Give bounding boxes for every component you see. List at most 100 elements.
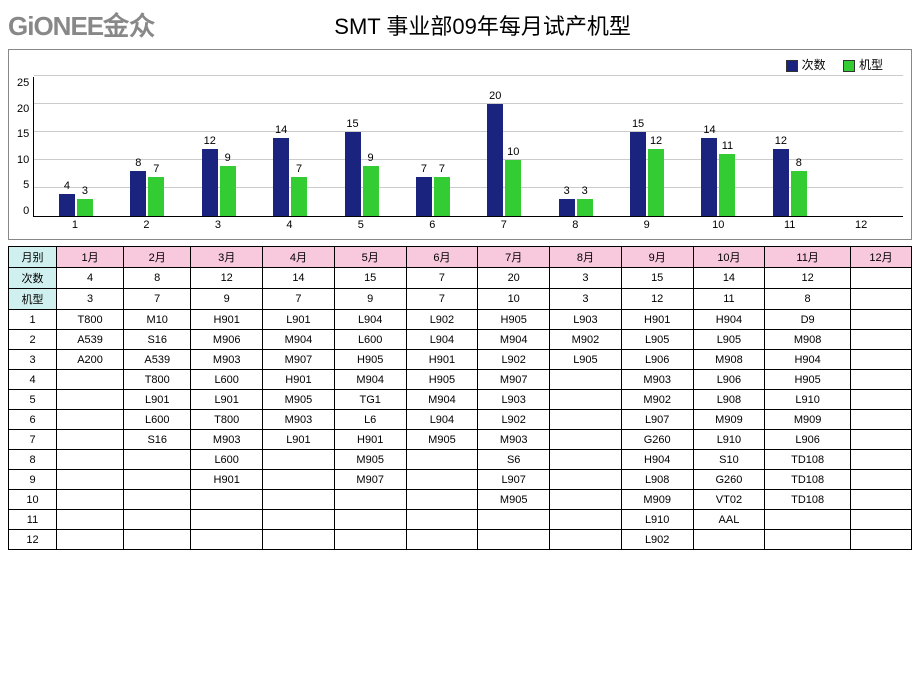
cell [124,490,191,510]
cell [334,490,406,510]
row-header: 7 [9,430,57,450]
cell [850,330,911,350]
bar-a: 4 [59,194,75,216]
cell: M907 [334,470,406,490]
cell [406,490,478,510]
cell: M904 [478,330,550,350]
page-root: GiONEE金众 SMT 事业部09年每月试产机型 次数 机型 25201510… [0,0,920,550]
cell: L901 [263,310,335,330]
cell: M909 [765,410,851,430]
cell [550,410,622,430]
cell: 5月 [334,247,406,268]
x-tick: 7 [487,219,521,237]
bar-a: 14 [273,138,289,216]
cell: M908 [693,350,765,370]
cell [124,530,191,550]
cell: L600 [191,450,263,470]
row-header: 月别 [9,247,57,268]
x-axis: 123456789101112 [33,219,903,237]
cell: H904 [693,310,765,330]
cell: M905 [334,450,406,470]
cell: 7 [406,289,478,310]
cell: M903 [191,430,263,450]
bar-group: 77 [416,177,450,216]
cell [263,530,335,550]
cell: L904 [334,310,406,330]
cell: 20 [478,268,550,289]
row-header: 3 [9,350,57,370]
x-tick: 1 [58,219,92,237]
bar-value: 15 [632,118,644,130]
cell [57,390,124,410]
cell: 14 [263,268,335,289]
cell: AAL [693,510,765,530]
plot-area: 43871291471597720103315121411128 [33,77,903,217]
bar-value: 14 [275,124,287,136]
bar-a: 20 [487,104,503,216]
cell [550,490,622,510]
row-header: 8 [9,450,57,470]
cell: H901 [263,370,335,390]
row-header: 11 [9,510,57,530]
cell: A539 [124,350,191,370]
cell: 3 [57,289,124,310]
legend: 次数 机型 [17,56,903,73]
cell [850,490,911,510]
cell: H905 [406,370,478,390]
cell: H901 [334,430,406,450]
cell: M908 [765,330,851,350]
cell: H901 [191,470,263,490]
cell: L907 [621,410,693,430]
cell: 15 [334,268,406,289]
cell: L902 [406,310,478,330]
x-tick: 6 [415,219,449,237]
cell: 8 [765,289,851,310]
bar-b: 3 [577,199,593,216]
cell: D9 [765,310,851,330]
bar-b: 7 [148,177,164,216]
cell: 7 [263,289,335,310]
cell: 3 [550,289,622,310]
cell [850,350,911,370]
cell: H905 [765,370,851,390]
cell [850,370,911,390]
bar-group: 159 [345,132,379,216]
cell: L903 [550,310,622,330]
cell: M904 [334,370,406,390]
bar-group: 1512 [630,132,664,216]
cell [124,510,191,530]
cell [765,510,851,530]
cell: M903 [263,410,335,430]
bar-a: 3 [559,199,575,216]
row-header: 10 [9,490,57,510]
cell: L908 [621,470,693,490]
x-tick: 10 [701,219,735,237]
cell [124,470,191,490]
cell: 12 [765,268,851,289]
x-tick: 4 [272,219,306,237]
bar-value: 7 [439,163,445,175]
grid-line [34,75,903,76]
row-header: 5 [9,390,57,410]
cell: TD108 [765,490,851,510]
row-header: 12 [9,530,57,550]
cell: L901 [124,390,191,410]
cell: 6月 [406,247,478,268]
cell: 11 [693,289,765,310]
cell: L906 [765,430,851,450]
bar-b: 8 [791,171,807,216]
cell: 12月 [850,247,911,268]
bar-value: 4 [64,180,70,192]
y-tick: 5 [23,179,29,191]
cell: T800 [191,410,263,430]
bar-a: 15 [345,132,361,216]
row-header: 2 [9,330,57,350]
bar-value: 3 [82,185,88,197]
cell: TD108 [765,450,851,470]
cell [550,430,622,450]
cell: M10 [124,310,191,330]
cell: M909 [621,490,693,510]
bar-a: 7 [416,177,432,216]
cell: H901 [621,310,693,330]
cell [550,470,622,490]
